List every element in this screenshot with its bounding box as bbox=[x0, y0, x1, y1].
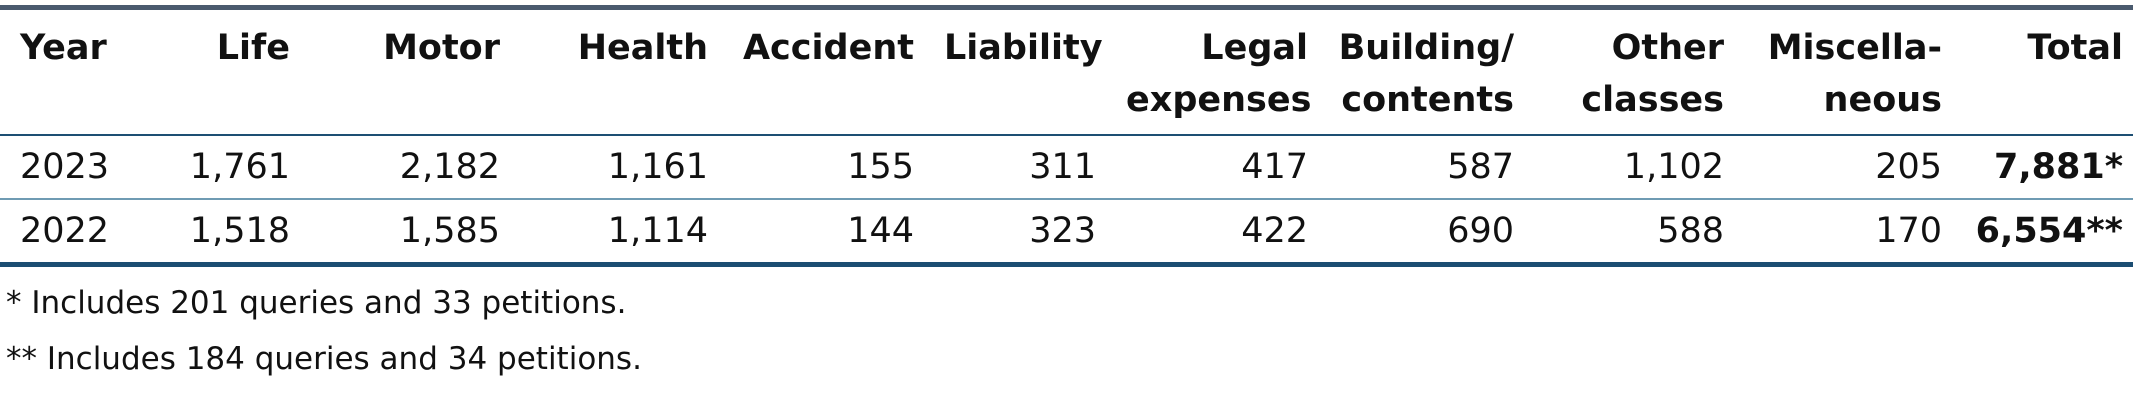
footnote-2023: * Includes 201 queries and 33 petitions. bbox=[6, 285, 627, 321]
footnotes: * Includes 201 queries and 33 petitions.… bbox=[6, 275, 642, 387]
cell-motor: 1,585 bbox=[300, 199, 510, 267]
header-year: Year bbox=[0, 10, 118, 136]
header-life: Life bbox=[118, 10, 300, 136]
header-row: Year Life Motor Health Accident Liabilit… bbox=[0, 10, 2133, 136]
cell-other-classes: 588 bbox=[1524, 199, 1734, 267]
table-row: 2023 1,761 2,182 1,161 155 311 417 587 1… bbox=[0, 135, 2133, 200]
complaints-table-container: Year Life Motor Health Accident Liabilit… bbox=[0, 5, 2133, 267]
cell-miscellaneous: 170 bbox=[1734, 199, 1952, 267]
table-top-rule bbox=[0, 5, 2133, 10]
cell-total: 7,881* bbox=[1952, 135, 2133, 200]
header-health: Health bbox=[510, 10, 718, 136]
cell-other-classes: 1,102 bbox=[1524, 135, 1734, 200]
cell-liability: 311 bbox=[924, 135, 1106, 200]
cell-liability: 323 bbox=[924, 199, 1106, 267]
row-year: 2023 bbox=[0, 135, 118, 200]
header-other-classes: Other classes bbox=[1524, 10, 1734, 136]
header-building-contents: Building/contents bbox=[1318, 10, 1524, 136]
header-accident: Accident bbox=[718, 10, 924, 136]
header-total: Total bbox=[1952, 10, 2133, 136]
cell-life: 1,518 bbox=[118, 199, 300, 267]
cell-accident: 155 bbox=[718, 135, 924, 200]
table-row: 2022 1,518 1,585 1,114 144 323 422 690 5… bbox=[0, 199, 2133, 267]
complaints-by-class-table: Year Life Motor Health Accident Liabilit… bbox=[0, 10, 2133, 267]
cell-miscellaneous: 205 bbox=[1734, 135, 1952, 200]
cell-legal-expenses: 417 bbox=[1106, 135, 1318, 200]
cell-health: 1,161 bbox=[510, 135, 718, 200]
row-year: 2022 bbox=[0, 199, 118, 267]
cell-motor: 2,182 bbox=[300, 135, 510, 200]
cell-building-contents: 690 bbox=[1318, 199, 1524, 267]
cell-legal-expenses: 422 bbox=[1106, 199, 1318, 267]
header-motor: Motor bbox=[300, 10, 510, 136]
cell-life: 1,761 bbox=[118, 135, 300, 200]
cell-accident: 144 bbox=[718, 199, 924, 267]
cell-building-contents: 587 bbox=[1318, 135, 1524, 200]
footnote-2022: ** Includes 184 queries and 34 petitions… bbox=[6, 341, 642, 377]
cell-health: 1,114 bbox=[510, 199, 718, 267]
header-legal-expenses: Legal expenses bbox=[1106, 10, 1318, 136]
cell-total: 6,554** bbox=[1952, 199, 2133, 267]
header-miscellaneous: Miscella-neous bbox=[1734, 10, 1952, 136]
header-liability: Liability bbox=[924, 10, 1106, 136]
